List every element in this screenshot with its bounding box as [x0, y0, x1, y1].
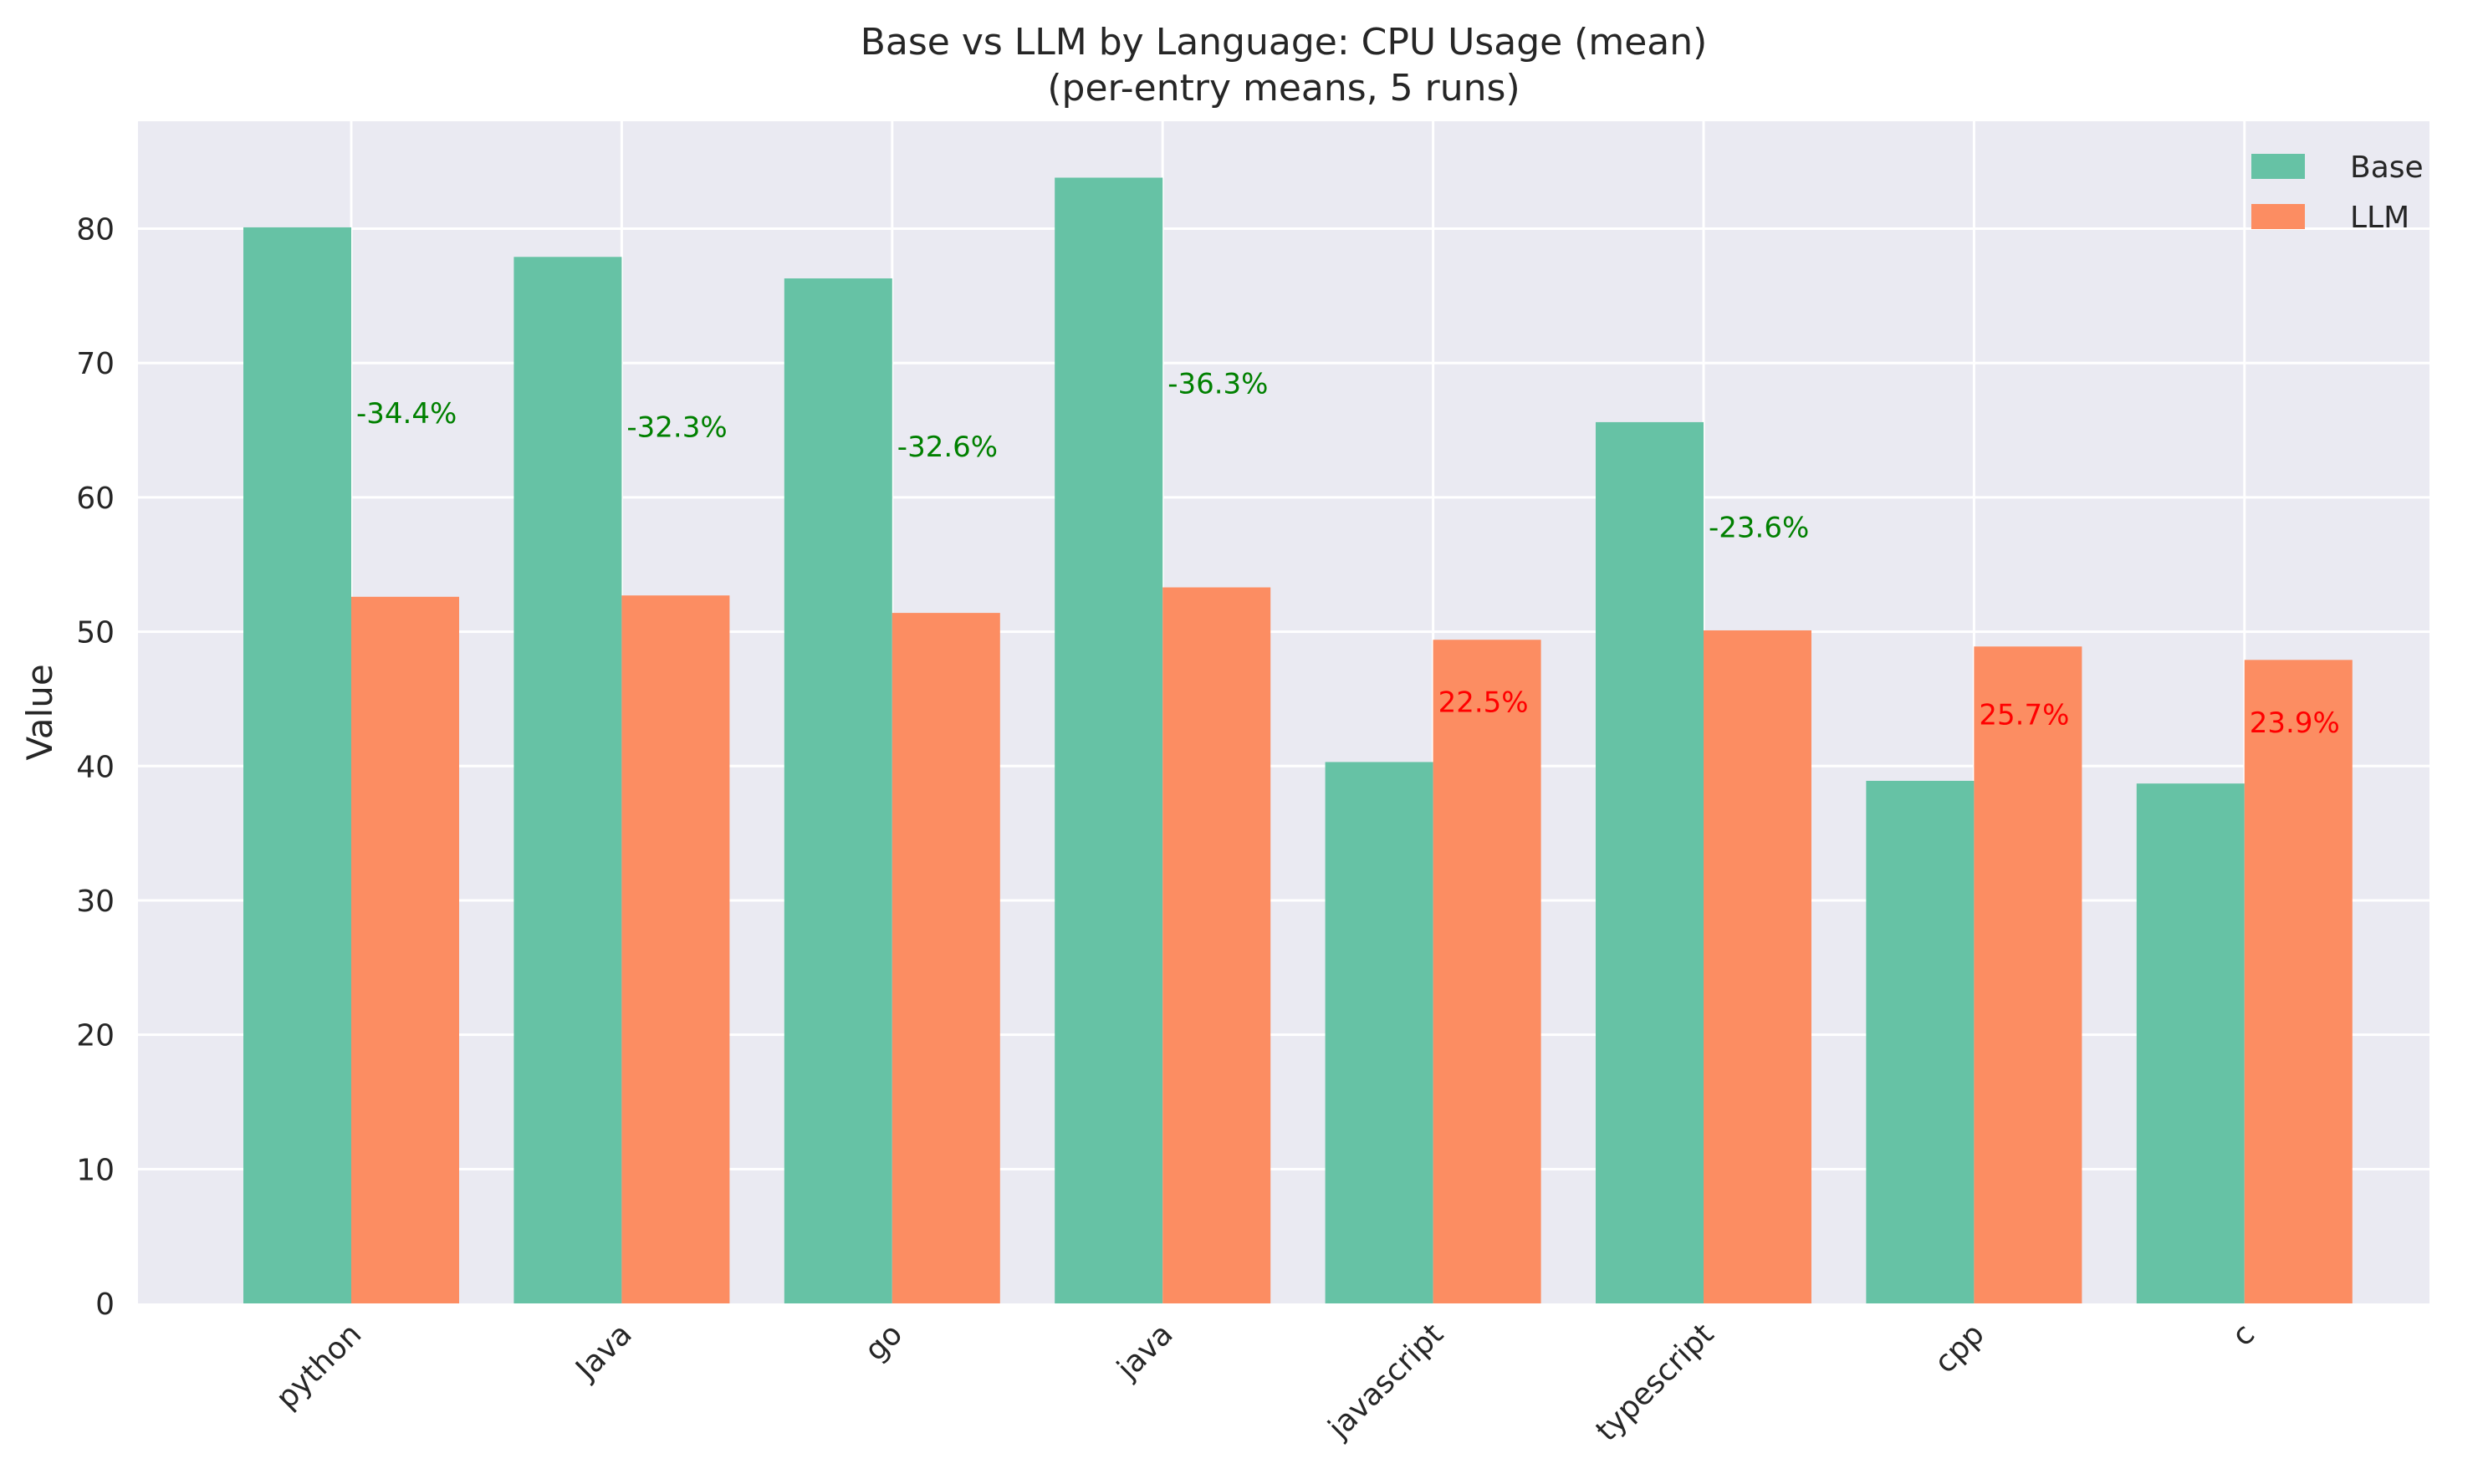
- chart-title-line-1: Base vs LLM by Language: CPU Usage (mean…: [861, 21, 1708, 64]
- bar-llm-cpp: [1974, 646, 2082, 1303]
- legend-swatch-llm: [2251, 204, 2305, 229]
- bar-base-python: [243, 227, 351, 1304]
- y-tick-label: 80: [76, 213, 115, 247]
- bar-annotations: -34.4% -32.3% -32.6% -36.3% 22.5% -23.6% 25.7%…: [356, 368, 2340, 741]
- bar-base-go: [784, 278, 892, 1303]
- bar-llm-javascript: [1433, 640, 1541, 1303]
- y-axis-label: Value: [19, 664, 60, 760]
- bar-llm-Java: [621, 595, 730, 1303]
- bar-llm-c: [2244, 660, 2353, 1303]
- bar-llm-python: [351, 596, 459, 1303]
- bar-base-Java: [513, 257, 622, 1304]
- y-tick-label: 10: [76, 1153, 115, 1187]
- annotation-Java: -32.3%: [626, 411, 727, 445]
- annotation-typescript: -23.6%: [1709, 511, 1809, 544]
- annotation-go: -32.6%: [897, 431, 998, 464]
- y-tick-label: 50: [76, 616, 115, 650]
- y-tick-label: 0: [95, 1288, 115, 1322]
- bars: [243, 177, 2353, 1304]
- legend-swatch-base: [2251, 154, 2305, 179]
- annotation-cpp: 25.7%: [1979, 699, 2069, 732]
- y-tick-label: 20: [76, 1019, 115, 1053]
- legend: Base LLM: [2251, 150, 2424, 235]
- annotation-javascript: 22.5%: [1438, 686, 1529, 719]
- bar-llm-java: [1162, 587, 1271, 1303]
- chart-title-line-2: (per-entry means, 5 runs): [1047, 67, 1520, 110]
- annotation-c: 23.9%: [2250, 706, 2340, 740]
- y-tick-label: 30: [76, 885, 115, 919]
- y-tick-label: 60: [76, 482, 115, 516]
- legend-label-llm: LLM: [2350, 201, 2409, 235]
- y-tick-label: 70: [76, 347, 115, 381]
- annotation-python: -34.4%: [356, 397, 457, 431]
- legend-label-base: Base: [2350, 150, 2424, 185]
- y-axis-ticks: 0 10 20 30 40 50 60 70 80: [76, 213, 115, 1322]
- plot-area: [138, 121, 2429, 1303]
- bar-base-c: [2136, 783, 2245, 1303]
- bar-llm-go: [892, 613, 1000, 1303]
- bar-base-typescript: [1596, 421, 1704, 1304]
- y-tick-label: 40: [76, 750, 115, 784]
- bar-base-cpp: [1866, 780, 1975, 1303]
- bar-base-javascript: [1325, 762, 1433, 1303]
- annotation-java: -36.3%: [1167, 368, 1268, 401]
- bar-llm-typescript: [1704, 630, 1811, 1303]
- bar-base-java: [1055, 177, 1163, 1304]
